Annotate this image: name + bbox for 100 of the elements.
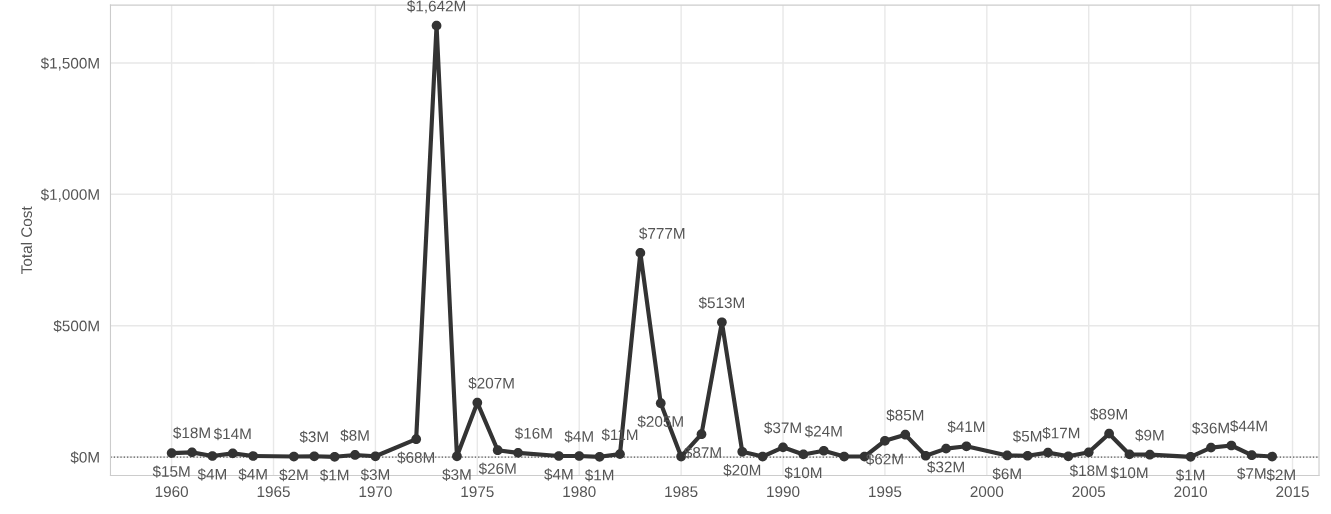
- data-label: $7M: [1237, 467, 1266, 480]
- data-label: $1,642M: [407, 0, 466, 14]
- data-label: $4M: [197, 468, 226, 481]
- data-label: $3M: [442, 468, 471, 481]
- point: [513, 447, 523, 458]
- data-label: $9M: [1135, 429, 1164, 442]
- data-label: $2M: [279, 468, 308, 482]
- point: [615, 449, 625, 460]
- point: [757, 451, 768, 462]
- point: [227, 448, 238, 459]
- x-tick-label: 2010: [1174, 486, 1208, 498]
- data-label: $5M: [1012, 430, 1042, 443]
- data-label: $1M: [1175, 469, 1205, 482]
- point: [717, 317, 727, 328]
- data-label: $85M: [886, 409, 924, 422]
- point: [1246, 450, 1257, 461]
- data-label: $3M: [360, 468, 390, 481]
- point: [839, 451, 850, 462]
- point: [492, 445, 503, 456]
- data-label: $6M: [992, 467, 1021, 481]
- x-tick-label: 1960: [155, 486, 189, 498]
- point: [778, 442, 788, 453]
- data-label: $1M: [319, 469, 349, 482]
- point: [1226, 440, 1237, 451]
- point: [818, 445, 829, 456]
- point: [187, 447, 197, 458]
- data-label: $18M: [1069, 464, 1107, 477]
- point: [207, 451, 218, 461]
- data-label: $2M: [1266, 468, 1295, 482]
- data-label: $62M: [865, 453, 903, 466]
- point: [737, 446, 748, 457]
- point: [350, 450, 360, 460]
- point: [594, 451, 605, 462]
- point: [920, 450, 931, 461]
- data-label: $4M: [564, 430, 593, 443]
- point: [1145, 449, 1155, 460]
- data-label: $32M: [927, 460, 964, 474]
- data-label: $41M: [947, 420, 985, 434]
- point: [574, 451, 585, 461]
- data-label: $36M: [1192, 422, 1229, 435]
- data-label: $15M: [152, 465, 190, 478]
- x-tick-label: 1980: [563, 486, 596, 498]
- data-label: $10M: [1110, 466, 1148, 480]
- data-label: $68M: [397, 451, 435, 464]
- point: [431, 20, 442, 31]
- data-label: $14M: [213, 427, 251, 441]
- point: [370, 451, 381, 462]
- data-label: $37M: [764, 421, 801, 435]
- data-label: $513M: [698, 296, 744, 310]
- data-label: $1M: [584, 469, 614, 482]
- y-tick-label: $1,000M: [40, 188, 99, 202]
- point: [1002, 450, 1013, 461]
- point: [1267, 451, 1278, 462]
- data-label: $24M: [804, 425, 842, 438]
- x-tick-label: 1995: [869, 486, 902, 498]
- x-tick-label: 2015: [1276, 486, 1309, 498]
- data-label: $4M: [544, 468, 573, 481]
- data-label: $26M: [478, 462, 516, 475]
- x-tick-label: 1975: [461, 486, 494, 498]
- data-label: $16M: [514, 427, 552, 440]
- y-tick-label: $500M: [53, 319, 99, 333]
- point: [1083, 447, 1094, 458]
- point: [309, 451, 320, 462]
- data-label: $777M: [639, 227, 685, 240]
- point: [696, 429, 707, 440]
- point: [941, 443, 951, 454]
- data-label: $10M: [784, 466, 822, 480]
- x-tick-label: 1965: [257, 486, 290, 498]
- data-label: $18M: [173, 426, 210, 440]
- data-label: $3M: [299, 430, 328, 444]
- x-tick-label: 1990: [767, 486, 800, 498]
- point: [635, 248, 646, 258]
- data-label: $207M: [468, 377, 514, 390]
- point: [1022, 450, 1033, 461]
- data-label: $4M: [238, 468, 267, 481]
- point: [411, 434, 422, 445]
- data-label: $8M: [340, 429, 369, 442]
- point: [1043, 447, 1053, 458]
- point: [1104, 428, 1114, 439]
- point: [880, 435, 890, 446]
- point: [289, 451, 299, 462]
- data-label: $44M: [1230, 419, 1267, 433]
- x-tick-label: 1970: [359, 486, 392, 498]
- point: [1185, 451, 1196, 462]
- point: [961, 441, 972, 452]
- point: [166, 448, 177, 458]
- point: [1124, 449, 1135, 460]
- y-tick-label: $0M: [70, 451, 99, 464]
- y-tick-label: $1,500M: [40, 57, 99, 71]
- point: [1206, 442, 1216, 453]
- point: [452, 451, 462, 462]
- point: [900, 429, 911, 440]
- x-tick-label: 2000: [970, 486, 1004, 498]
- point: [248, 451, 258, 461]
- data-label: $20M: [723, 464, 761, 477]
- point: [553, 451, 564, 461]
- point: [329, 451, 340, 462]
- point: [1063, 451, 1074, 462]
- point: [655, 398, 666, 409]
- x-tick-label: 2005: [1072, 486, 1106, 498]
